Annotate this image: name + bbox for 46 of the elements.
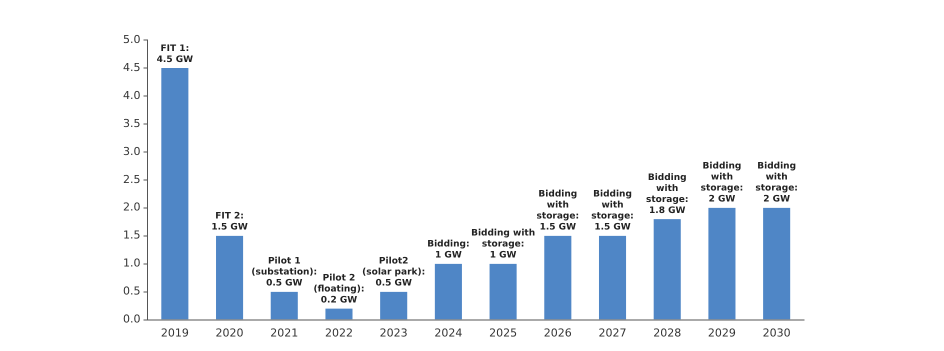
data-label: FIT 1: 4.5 GW — [156, 44, 194, 65]
bar — [598, 236, 626, 320]
data-label: Bidding with storage: 1.8 GW — [646, 172, 688, 216]
y-tick-label: 4.5 — [122, 60, 140, 74]
y-tick-label: 1.5 — [122, 228, 140, 242]
x-tick-label: 2030 — [762, 326, 791, 340]
x-tick-label: 2020 — [216, 326, 244, 340]
x-tick-label: 2021 — [270, 326, 298, 340]
bar — [490, 264, 517, 320]
x-tick-label: 2019 — [160, 326, 189, 340]
x-tick-label: 2025 — [489, 326, 518, 340]
y-tick-label: 2.0 — [122, 200, 140, 214]
bar — [654, 219, 681, 320]
bar — [325, 308, 353, 320]
y-tick-label: 3.5 — [122, 116, 140, 130]
x-tick-label: 2022 — [324, 326, 353, 340]
y-tick-label: 0.0 — [122, 312, 140, 326]
y-tick-label: 2.5 — [122, 172, 140, 186]
data-label: Bidding: 1 GW — [427, 240, 470, 261]
data-label: Pilot2 (solar park): 0.5 GW — [362, 256, 426, 289]
y-tick-label: 4.0 — [122, 88, 140, 102]
x-tick-label: 2029 — [708, 326, 736, 340]
data-label: Bidding with storage: 2 GW — [700, 162, 744, 205]
bar — [434, 264, 462, 320]
data-label: Pilot 2 (floating): 0.2 GW — [313, 273, 364, 306]
y-tick-label: 0.5 — [122, 284, 140, 298]
x-tick-label: 2023 — [380, 326, 408, 340]
x-tick-label: 2028 — [653, 326, 682, 340]
y-tick-label: 3.0 — [122, 144, 140, 158]
y-tick-label: 5.0 — [122, 32, 140, 46]
bar — [544, 236, 572, 320]
x-tick-label: 2027 — [598, 326, 627, 340]
data-label: Bidding with storage: 2 GW — [755, 162, 798, 205]
x-tick-label: 2024 — [434, 326, 462, 340]
data-label: Bidding with storage: 1.5 GW — [591, 190, 634, 233]
bar — [270, 292, 298, 320]
y-tick-label: 1.0 — [122, 256, 140, 270]
bar — [216, 236, 244, 320]
data-label: Bidding with storage: 1 GW — [471, 228, 536, 261]
bar — [380, 292, 408, 320]
bar — [161, 68, 188, 320]
bar — [708, 208, 736, 320]
bar — [763, 208, 790, 320]
data-label: FIT 2: 1.5 GW — [211, 212, 248, 233]
data-label: Bidding with storage: 1.5 GW — [536, 190, 580, 233]
x-tick-label: 2026 — [544, 326, 572, 340]
